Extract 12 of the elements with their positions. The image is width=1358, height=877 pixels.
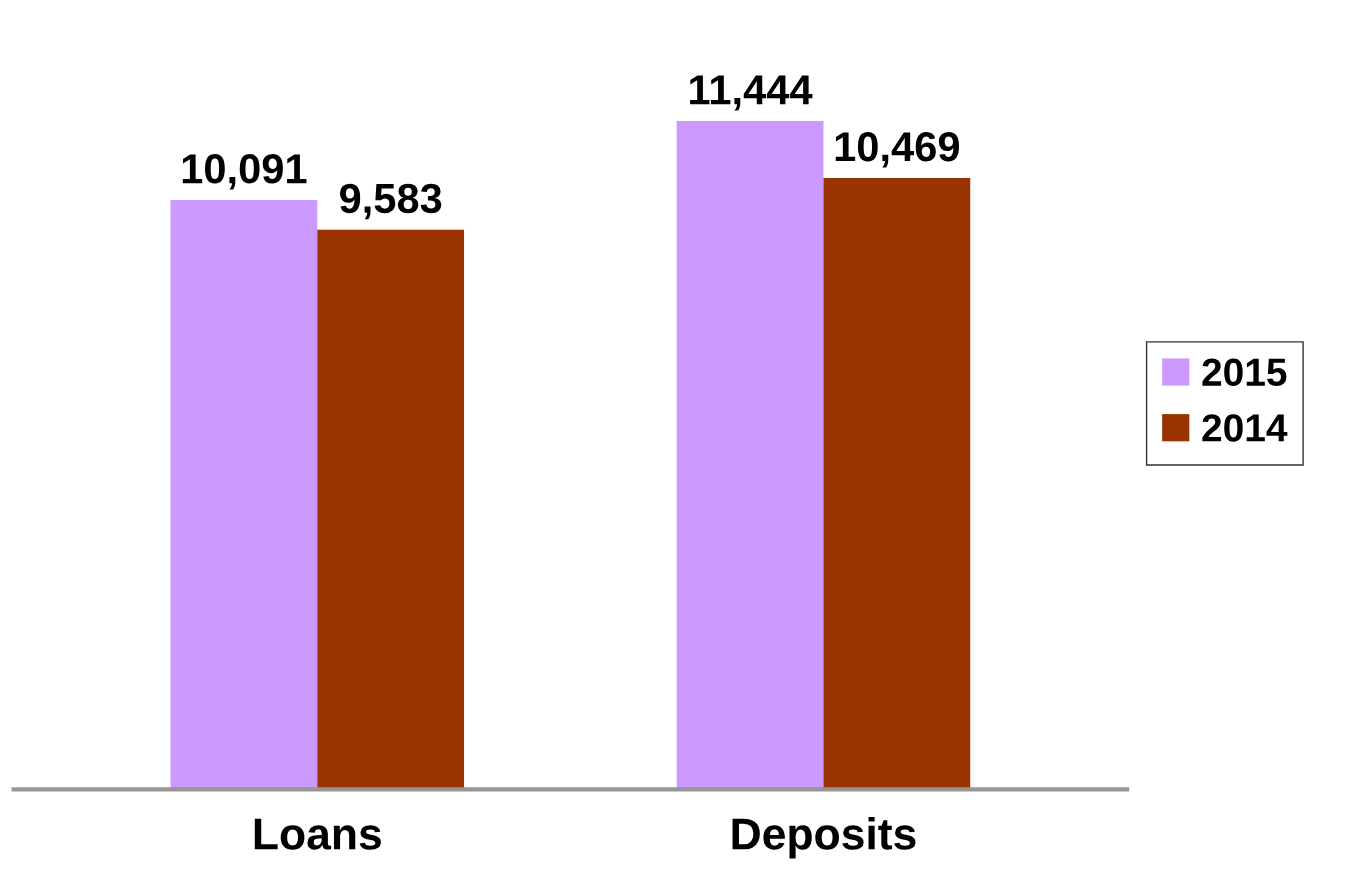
- bar: [317, 229, 465, 790]
- data-label: 10,469: [835, 131, 960, 168]
- data-label: 10,091: [182, 154, 307, 190]
- legend-label: 2014: [1202, 414, 1288, 442]
- x-tick-label: Loans: [254, 818, 381, 850]
- data-label: 11,444: [690, 75, 813, 111]
- bar: [170, 200, 318, 790]
- x-tick-label: Deposits: [732, 817, 916, 859]
- bar: [676, 121, 824, 790]
- legend-label: 2015: [1202, 358, 1287, 387]
- data-label: 9,583: [339, 183, 442, 220]
- bar: [823, 178, 971, 790]
